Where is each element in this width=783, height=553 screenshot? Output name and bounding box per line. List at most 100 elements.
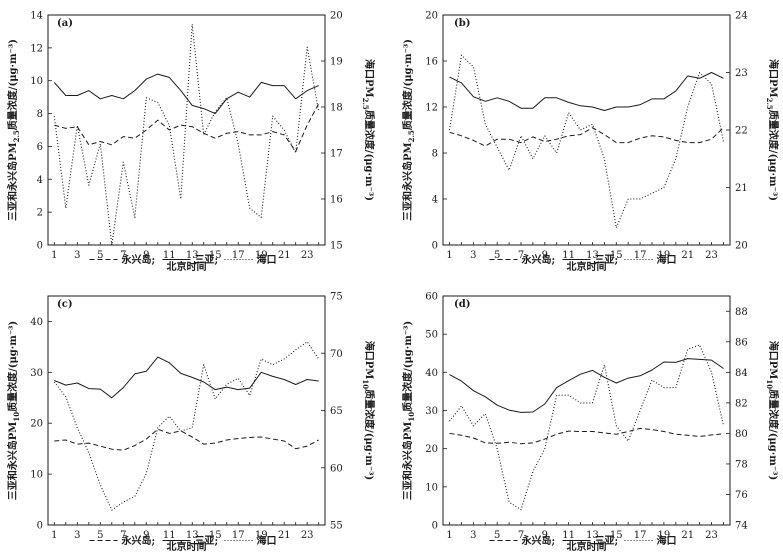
x-tick-label: 23	[705, 530, 718, 541]
chart-panel-1: (a)1 3 5 7 9 11 13 15 17 19 21 23024681012141516171…	[6, 11, 376, 274]
y-left-tick-label: 40	[425, 368, 438, 379]
y-right-tick-label: 76	[735, 490, 748, 501]
y-left-tick-label: 50	[425, 330, 438, 341]
chart-panel-3: (c)1 3 5 7 9 11 13 15 17 19 21 23010203040556065707…	[6, 292, 376, 553]
y-right-tick-label: 20	[330, 11, 343, 22]
x-tick-label: 1	[446, 250, 452, 261]
series-line-haikou	[53, 23, 320, 246]
y-left-tick-label: 8	[432, 149, 438, 160]
y-left-tick-label: 30	[30, 368, 43, 379]
legend-label-yongxing: 永兴岛;	[121, 534, 156, 547]
y-right-tick-label: 84	[735, 368, 748, 379]
panel-label: (c)	[57, 299, 73, 310]
y-left-axis-label: 三亚和永兴岛PM2.5质量浓度/(μg·m⁻³)	[6, 39, 21, 221]
x-tick-label: 3	[470, 530, 476, 541]
series-line-sanya	[54, 356, 319, 399]
legend: 永兴岛; 三亚; 海口	[89, 253, 277, 266]
y-left-tick-label: 20	[425, 444, 438, 455]
x-tick-label: 5	[494, 250, 500, 261]
y-right-tick-label: 74	[735, 521, 748, 532]
y-left-tick-label: 40	[30, 317, 43, 328]
series-line-haikou	[53, 341, 320, 511]
y-left-tick-label: 0	[432, 521, 438, 532]
y-left-tick-label: 12	[30, 43, 43, 54]
y-right-tick-label: 70	[330, 349, 343, 360]
x-tick-label: 13	[586, 250, 599, 261]
x-tick-label: 21	[278, 250, 291, 261]
y-left-tick-label: 20	[425, 11, 438, 22]
chart-panel-2: (b)1 3 5 7 9 11 13 15 17 19 21 23048121620202122232…	[401, 11, 780, 274]
y-left-tick-label: 0	[37, 521, 43, 532]
y-right-tick-label: 55	[330, 521, 343, 532]
y-right-tick-label: 60	[330, 463, 343, 474]
x-tick-label: 5	[97, 250, 103, 261]
x-axis-label: 北京时间	[167, 260, 207, 273]
x-tick-label: 7	[518, 250, 524, 261]
x-tick-label: 7	[120, 250, 126, 261]
x-tick-label: 17	[634, 250, 647, 261]
series-line-yongxing	[54, 428, 319, 451]
legend-label-sanya: 三亚;	[195, 535, 219, 547]
x-tick-label: 11	[562, 250, 575, 261]
legend-label-yongxing: 永兴岛;	[521, 534, 556, 547]
series-line-yongxing	[449, 427, 724, 445]
x-tick-label: 3	[74, 530, 80, 541]
y-left-tick-label: 0	[432, 241, 438, 252]
legend-label-yongxing: 永兴岛;	[521, 253, 556, 266]
panel-label: (b)	[454, 18, 470, 29]
x-tick-label: 7	[120, 530, 126, 541]
x-tick-label: 9	[143, 250, 149, 261]
series-line-sanya	[53, 73, 319, 115]
x-tick-label: 19	[658, 530, 671, 541]
plot-frame	[442, 14, 731, 246]
x-tick-label: 23	[301, 250, 314, 261]
legend-label-sanya: 三亚;	[195, 254, 219, 266]
series-line-haikou	[448, 54, 725, 229]
y-right-axis-label: 海口PM2.5质量浓度/(μg·m⁻³)	[361, 59, 376, 201]
x-axis-label: 北京时间	[567, 540, 607, 553]
y-right-tick-label: 19	[330, 57, 343, 68]
x-tick-label: 9	[542, 530, 548, 541]
y-left-tick-label: 2	[37, 208, 43, 219]
y-left-tick-label: 4	[432, 195, 438, 206]
x-tick-label: 15	[610, 250, 623, 261]
x-tick-label: 5	[494, 530, 500, 541]
x-tick-label: 13	[186, 250, 199, 261]
series-line-yongxing	[54, 103, 320, 152]
x-tick-label: 21	[681, 250, 694, 261]
x-tick-label: 5	[97, 530, 103, 541]
x-tick-label: 15	[610, 530, 623, 541]
y-left-tick-label: 6	[37, 142, 43, 153]
y-left-tick-label: 12	[425, 103, 438, 114]
x-tick-label: 3	[470, 250, 476, 261]
x-tick-label: 7	[518, 530, 524, 541]
y-right-tick-label: 80	[735, 429, 748, 440]
y-right-tick-label: 15	[330, 241, 343, 252]
x-tick-label: 17	[634, 530, 647, 541]
y-left-axis-label: 三亚和永兴岛PM10质量浓度/(μg·m⁻³)	[6, 321, 21, 501]
panel-label: (d)	[454, 299, 470, 310]
plot-frame	[47, 295, 326, 526]
y-left-axis-label: 三亚和永兴岛PM2.5质量浓度/(μg·m⁻³)	[401, 39, 416, 221]
y-left-tick-label: 10	[425, 482, 438, 493]
x-tick-label: 11	[562, 530, 575, 541]
y-right-tick-label: 23	[735, 68, 748, 79]
x-tick-label: 1	[51, 530, 57, 541]
x-tick-label: 1	[446, 530, 452, 541]
legend-label-yongxing: 永兴岛;	[121, 253, 156, 266]
y-right-tick-label: 78	[735, 459, 748, 470]
y-right-tick-label: 75	[330, 292, 343, 303]
y-left-tick-label: 10	[30, 76, 43, 87]
y-left-axis-label: 三亚和永兴岛PM10质量浓度/(μg·m⁻³)	[401, 321, 416, 501]
y-right-tick-label: 88	[735, 307, 748, 318]
y-right-tick-label: 18	[330, 103, 343, 114]
x-tick-label: 13	[586, 530, 599, 541]
y-right-tick-label: 21	[735, 183, 748, 194]
x-tick-label: 15	[209, 250, 222, 261]
x-tick-label: 13	[186, 530, 199, 541]
x-tick-label: 9	[542, 250, 548, 261]
x-tick-label: 11	[163, 530, 176, 541]
x-tick-label: 15	[209, 530, 222, 541]
y-right-tick-label: 20	[735, 241, 748, 252]
legend-label-haikou: 海口	[257, 253, 277, 266]
